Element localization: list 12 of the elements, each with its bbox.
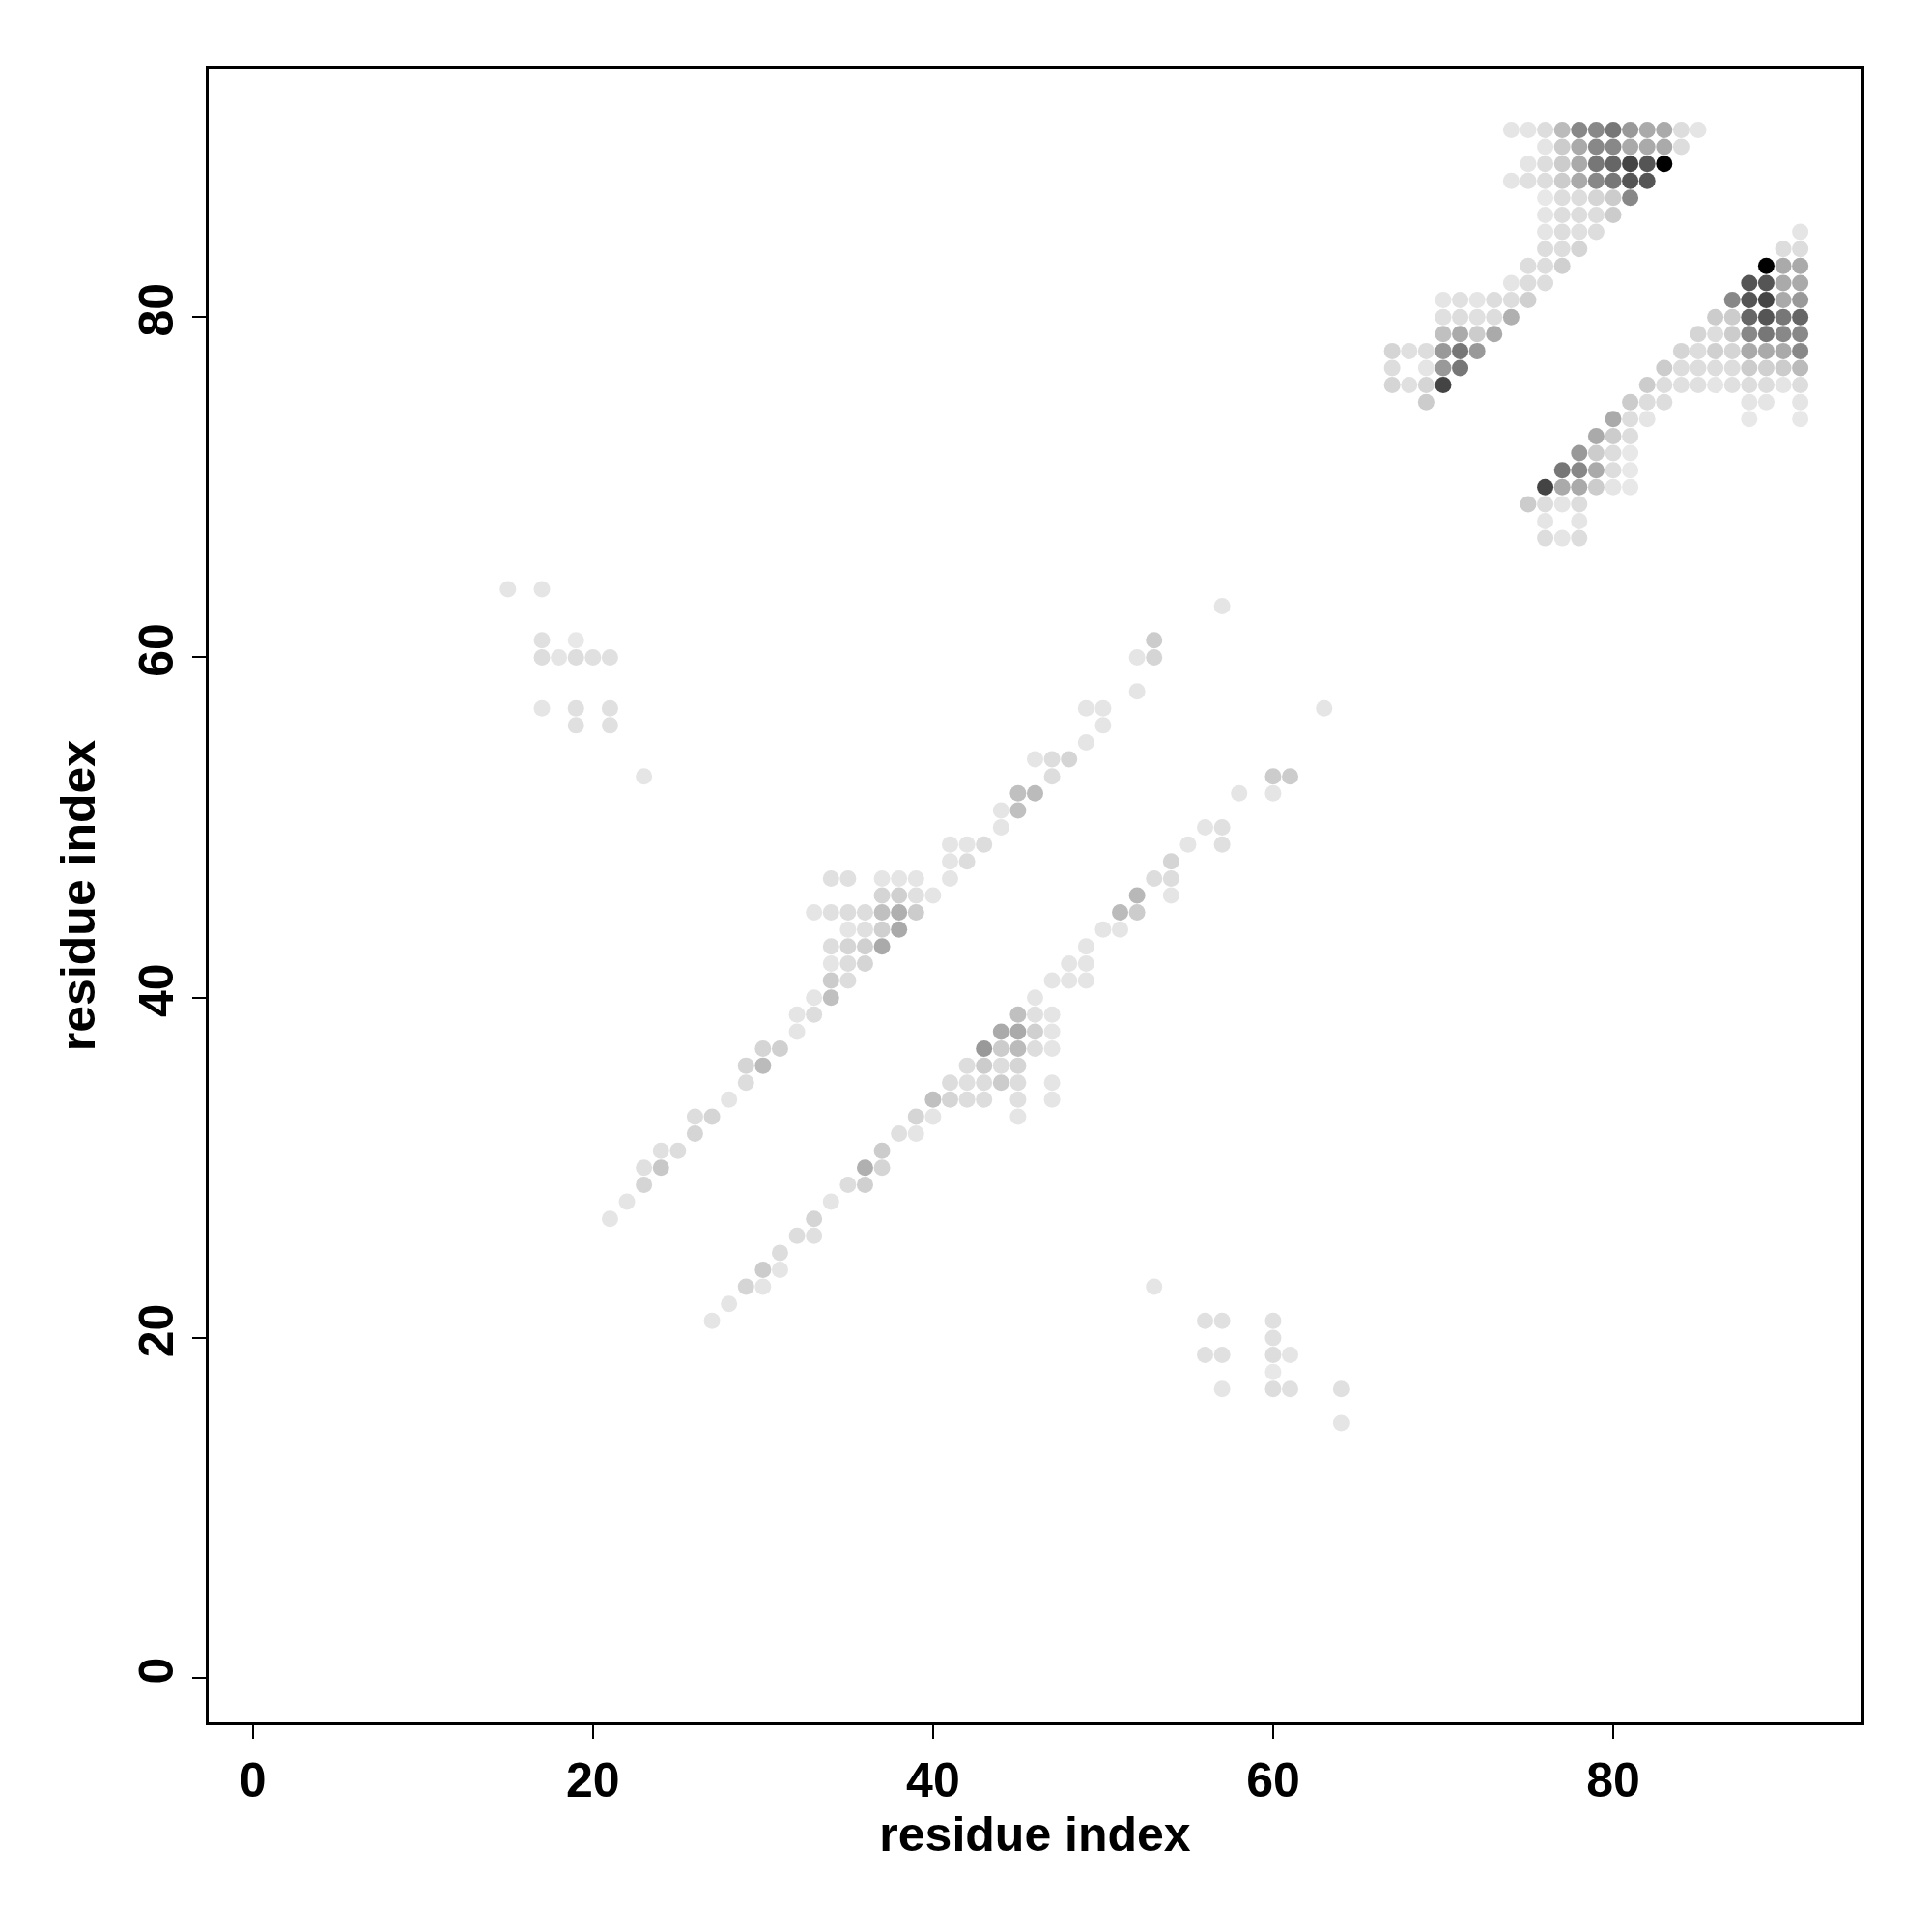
x-tick-label: 80: [1586, 1753, 1640, 1807]
y-tick-label: 20: [129, 1303, 184, 1358]
y-tick-label: 60: [129, 623, 184, 677]
y-tick-label: 80: [129, 282, 184, 337]
y-axis-title: residue index: [51, 739, 105, 1052]
x-tick-label: 0: [239, 1753, 267, 1807]
y-tick-label: 40: [129, 963, 184, 1017]
y-tick-label: 0: [129, 1657, 184, 1685]
x-tick-label: 60: [1246, 1753, 1300, 1807]
x-tick-label: 40: [906, 1753, 960, 1807]
x-tick-label: 20: [566, 1753, 620, 1807]
x-axis-title: residue index: [879, 1807, 1191, 1861]
